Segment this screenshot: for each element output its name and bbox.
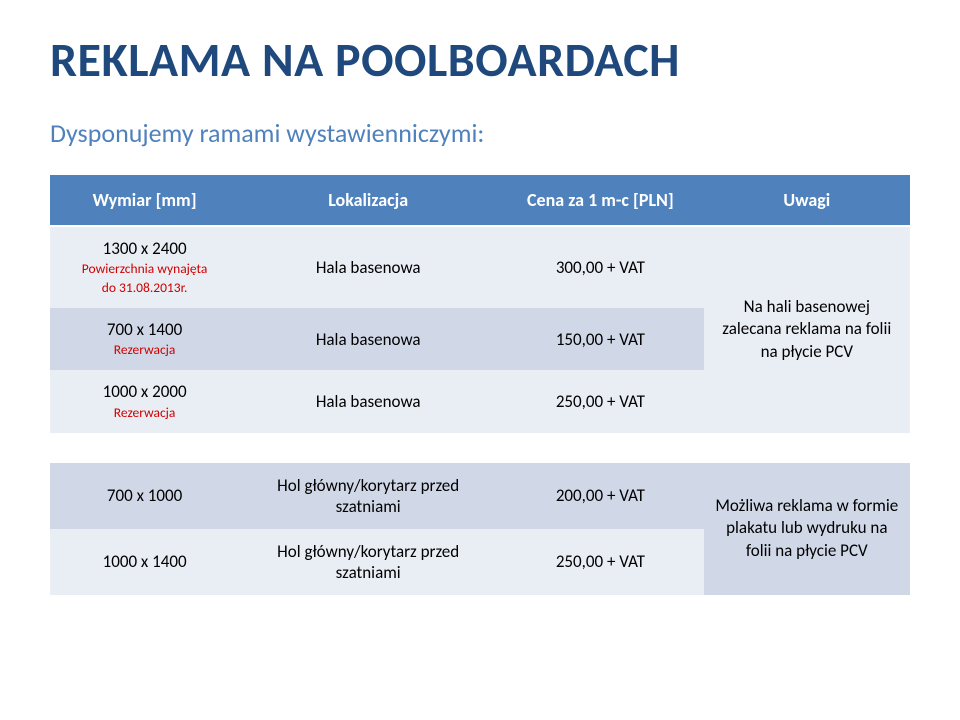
cell-dim: 1000 x 1400 (50, 529, 239, 595)
dim-value: 1300 x 2400 (60, 239, 229, 259)
cell-loc: Hol główny/korytarz przed szatniami (239, 463, 497, 529)
cell-dim: 700 x 1000 (50, 463, 239, 529)
cell-notes: Na hali basenowej zalecana reklama na fo… (704, 226, 910, 433)
dim-value: 1000 x 2000 (60, 382, 229, 402)
cell-dim: 1000 x 2000 Rezerwacja (50, 370, 239, 433)
cell-price: 200,00 + VAT (497, 463, 703, 529)
dim-value: 700 x 1000 (60, 486, 229, 506)
header-loc: Lokalizacja (239, 175, 497, 226)
pricing-table: Wymiar [mm] Lokalizacja Cena za 1 m-c [P… (50, 175, 910, 595)
header-dim: Wymiar [mm] (50, 175, 239, 226)
table-row: 700 x 1000 Hol główny/korytarz przed sza… (50, 463, 910, 529)
cell-loc: Hala basenowa (239, 226, 497, 308)
dim-value: 1000 x 1400 (60, 552, 229, 572)
spacer-row (50, 433, 910, 463)
cell-dim: 700 x 1400 Rezerwacja (50, 308, 239, 371)
page-title: REKLAMA NA POOLBOARDACH (50, 30, 910, 89)
cell-price: 300,00 + VAT (497, 226, 703, 308)
dim-sub1: Powierzchnia wynajęta (60, 261, 229, 277)
header-notes: Uwagi (704, 175, 910, 226)
cell-dim: 1300 x 2400 Powierzchnia wynajęta do 31.… (50, 226, 239, 308)
dim-sub1: Rezerwacja (60, 342, 229, 358)
cell-loc: Hala basenowa (239, 308, 497, 371)
cell-price: 250,00 + VAT (497, 529, 703, 595)
dim-sub1: Rezerwacja (60, 405, 229, 421)
table-header-row: Wymiar [mm] Lokalizacja Cena za 1 m-c [P… (50, 175, 910, 226)
cell-loc: Hol główny/korytarz przed szatniami (239, 529, 497, 595)
table-row: 1300 x 2400 Powierzchnia wynajęta do 31.… (50, 226, 910, 308)
cell-price: 250,00 + VAT (497, 370, 703, 433)
dim-value: 700 x 1400 (60, 320, 229, 340)
dim-sub2: do 31.08.2013r. (60, 280, 229, 296)
cell-price: 150,00 + VAT (497, 308, 703, 371)
subtitle: Dysponujemy ramami wystawienniczymi: (50, 117, 910, 149)
cell-notes: Możliwa reklama w formie plakatu lub wyd… (704, 463, 910, 595)
cell-loc: Hala basenowa (239, 370, 497, 433)
header-price: Cena za 1 m-c [PLN] (497, 175, 703, 226)
